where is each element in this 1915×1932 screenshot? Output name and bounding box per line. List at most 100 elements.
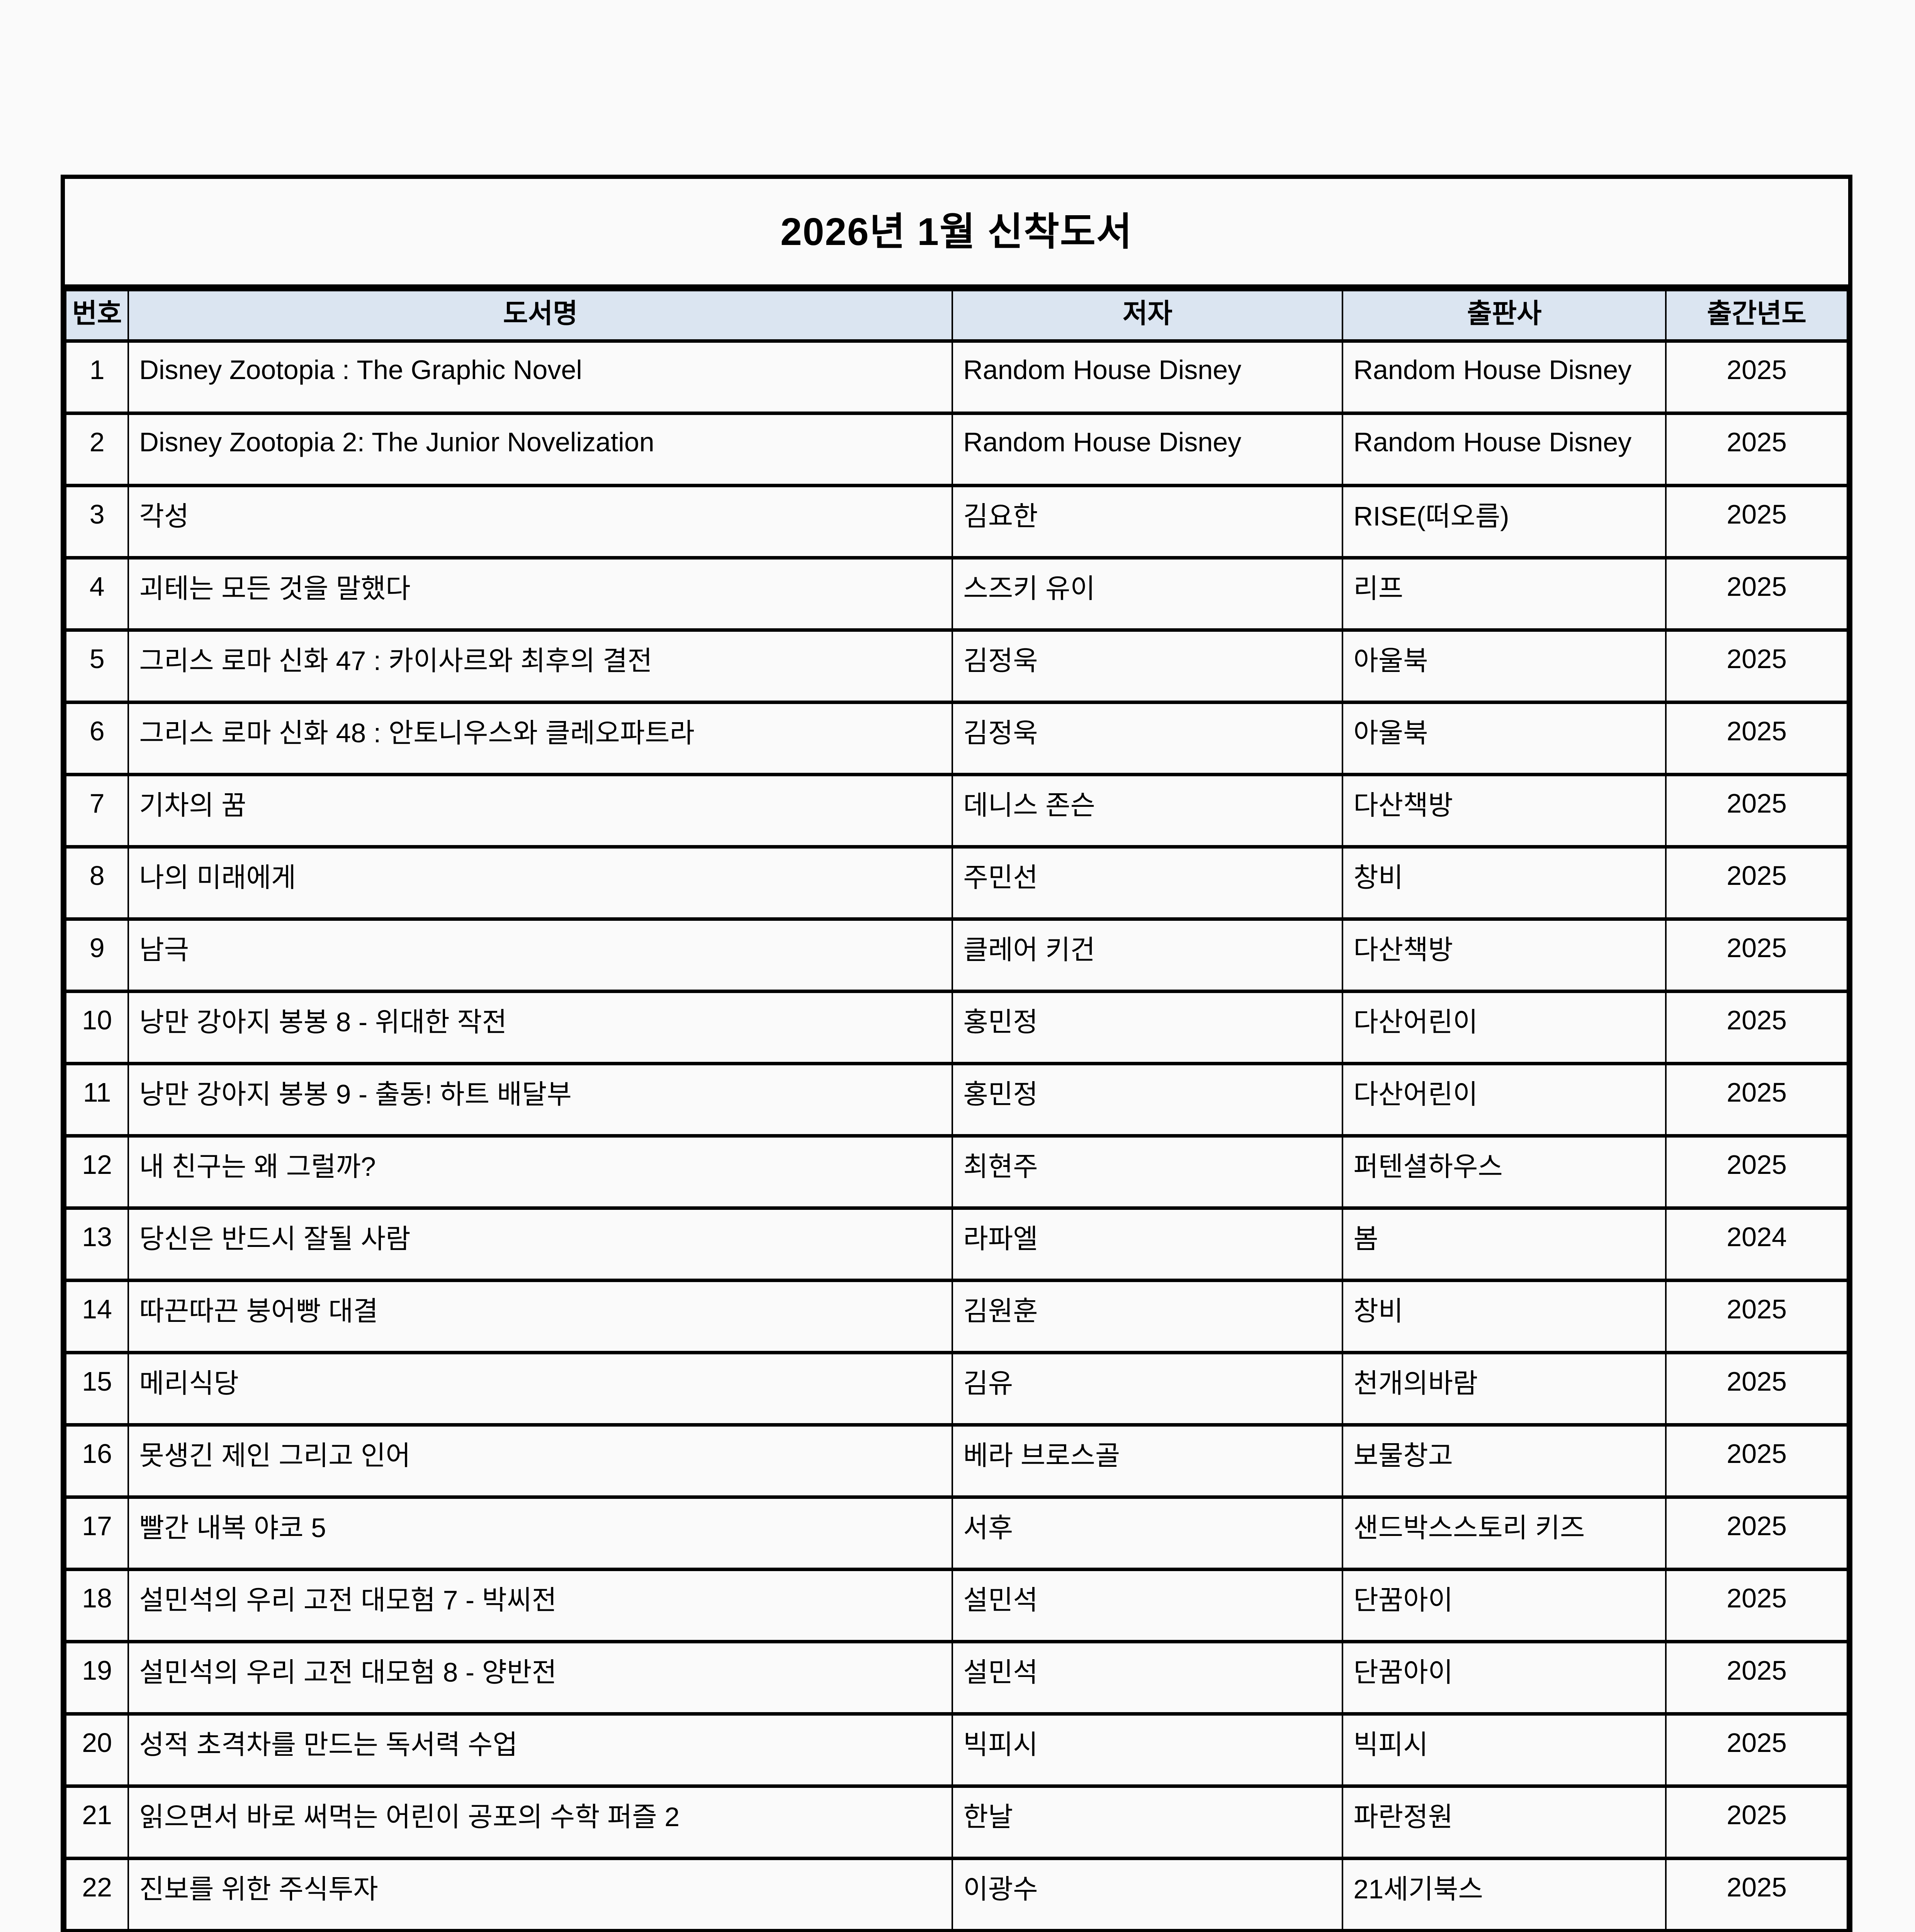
cell-book-title: Disney Zootopia : The Graphic Novel (127, 339, 953, 415)
cell-year: 2024 (1665, 1929, 1848, 1932)
cell-number: 12 (65, 1134, 129, 1210)
cell-number: 3 (65, 484, 129, 560)
cell-number: 20 (65, 1712, 129, 1788)
table-row: 20 성적 초격차를 만드는 독서력 수업 빅피시 빅피시 2025 (65, 1712, 1848, 1788)
cell-number: 22 (65, 1857, 129, 1932)
cell-publisher: 창비 (1342, 845, 1667, 921)
cell-number: 5 (65, 628, 129, 704)
cell-year: 2025 (1665, 1640, 1848, 1716)
cell-year: 2025 (1665, 1062, 1848, 1138)
cell-year: 2025 (1665, 628, 1848, 704)
cell-year: 2025 (1665, 917, 1848, 993)
cell-book-title: 읽으면서 바로 써먹는 어린이 공포의 수학 퍼즐 2 (127, 1784, 953, 1860)
table-row: 9 남극 클레어 키건 다산책방 2025 (65, 917, 1848, 993)
col-header-book-title: 도서명 (127, 288, 953, 343)
cell-year: 2025 (1665, 1495, 1848, 1571)
table-row: 7 기차의 꿈 데니스 존슨 다산책방 2025 (65, 773, 1848, 849)
table-row: 11 낭만 강아지 봉봉 9 - 출동! 하트 배달부 홍민정 다산어린이 20… (65, 1062, 1848, 1138)
cell-year: 2025 (1665, 1351, 1848, 1427)
cell-year: 2025 (1665, 484, 1848, 560)
cell-publisher: 리프 (1342, 556, 1667, 632)
cell-author: 김유 (952, 1351, 1344, 1427)
cell-year: 2025 (1665, 990, 1848, 1065)
cell-publisher: 천개의바람 (1342, 1351, 1667, 1427)
cell-book-title: 당신은 반드시 잘될 사람 (127, 1206, 953, 1282)
cell-number: 14 (65, 1279, 129, 1354)
table-row: 19 설민석의 우리 고전 대모험 8 - 양반전 설민석 단꿈아이 2025 (65, 1640, 1848, 1716)
cell-book-title: 코끼리를 만지면 (127, 1929, 953, 1932)
new-books-table: 번호 도서명 저자 출판사 출간년도 1 Disney Zootopia : T… (65, 288, 1848, 1932)
cell-number: 6 (65, 701, 129, 776)
cell-publisher: 우리학교 (1342, 1929, 1667, 1932)
cell-year: 2025 (1665, 701, 1848, 776)
cell-year: 2025 (1665, 1857, 1848, 1932)
table-row: 17 빨간 내복 야코 5 서후 샌드박스스토리 키즈 2025 (65, 1495, 1848, 1571)
cell-author: 김요한 (952, 484, 1344, 560)
cell-book-title: 남극 (127, 917, 953, 993)
cell-author: 빅피시 (952, 1712, 1344, 1788)
cell-publisher: Random House Disney (1342, 412, 1667, 487)
cell-book-title: 메리식당 (127, 1351, 953, 1427)
cell-publisher: Random House Disney (1342, 339, 1667, 415)
cell-publisher: 아울북 (1342, 701, 1667, 776)
cell-year: 2025 (1665, 1568, 1848, 1643)
cell-author: 데니스 존슨 (952, 773, 1344, 849)
cell-author: 설민석 (952, 1568, 1344, 1643)
cell-publisher: RISE(떠오름) (1342, 484, 1667, 560)
cell-number: 16 (65, 1423, 129, 1499)
cell-author: 서후 (952, 1495, 1344, 1571)
cell-author: 주민선 (952, 845, 1344, 921)
cell-number: 7 (65, 773, 129, 849)
col-header-number: 번호 (65, 288, 129, 343)
table-row: 5 그리스 로마 신화 47 : 카이사르와 최후의 결전 김정욱 아울북 20… (65, 628, 1848, 704)
cell-number: 18 (65, 1568, 129, 1643)
cell-publisher: 아울북 (1342, 628, 1667, 704)
cell-book-title: 설민석의 우리 고전 대모험 8 - 양반전 (127, 1640, 953, 1716)
table-row: 8 나의 미래에게 주민선 창비 2025 (65, 845, 1848, 921)
cell-author: 김정욱 (952, 701, 1344, 776)
cell-book-title: 빨간 내복 야코 5 (127, 1495, 953, 1571)
cell-book-title: 그리스 로마 신화 48 : 안토니우스와 클레오파트라 (127, 701, 953, 776)
cell-publisher: 다산책방 (1342, 917, 1667, 993)
cell-book-title: 진보를 위한 주식투자 (127, 1857, 953, 1932)
cell-book-title: 설민석의 우리 고전 대모험 7 - 박씨전 (127, 1568, 953, 1643)
cell-number: 19 (65, 1640, 129, 1716)
cell-number: 23 (65, 1929, 129, 1932)
table-row: 23 코끼리를 만지면 엄정순 우리학교 2024 (65, 1929, 1848, 1932)
cell-year: 2025 (1665, 1423, 1848, 1499)
page-title: 2026년 1월 신착도서 (780, 210, 1133, 253)
cell-author: Random House Disney (952, 412, 1344, 487)
cell-book-title: 그리스 로마 신화 47 : 카이사르와 최후의 결전 (127, 628, 953, 704)
cell-publisher: 다산책방 (1342, 773, 1667, 849)
col-header-year: 출간년도 (1665, 288, 1848, 343)
table-row: 10 낭만 강아지 봉봉 8 - 위대한 작전 홍민정 다산어린이 2025 (65, 990, 1848, 1065)
cell-publisher: 봄 (1342, 1206, 1667, 1282)
col-header-author: 저자 (952, 288, 1344, 343)
col-header-publisher: 출판사 (1342, 288, 1667, 343)
cell-author: 클레어 키건 (952, 917, 1344, 993)
cell-year: 2025 (1665, 845, 1848, 921)
cell-year: 2025 (1665, 556, 1848, 632)
table-row: 3 각성 김요한 RISE(떠오름) 2025 (65, 484, 1848, 560)
cell-author: 홍민정 (952, 990, 1344, 1065)
cell-author: 베라 브로스골 (952, 1423, 1344, 1499)
cell-year: 2025 (1665, 773, 1848, 849)
table-row: 1 Disney Zootopia : The Graphic Novel Ra… (65, 339, 1848, 415)
cell-year: 2025 (1665, 1279, 1848, 1354)
cell-publisher: 다산어린이 (1342, 1062, 1667, 1138)
table-row: 15 메리식당 김유 천개의바람 2025 (65, 1351, 1848, 1427)
table-row: 22 진보를 위한 주식투자 이광수 21세기북스 2025 (65, 1857, 1848, 1932)
cell-number: 8 (65, 845, 129, 921)
cell-author: 김원훈 (952, 1279, 1344, 1354)
cell-year: 2025 (1665, 412, 1848, 487)
cell-publisher: 단꿈아이 (1342, 1568, 1667, 1643)
title-band: 2026년 1월 신착도서 (65, 179, 1848, 288)
table-row: 18 설민석의 우리 고전 대모험 7 - 박씨전 설민석 단꿈아이 2025 (65, 1568, 1848, 1643)
table-row: 4 괴테는 모든 것을 말했다 스즈키 유이 리프 2025 (65, 556, 1848, 632)
new-books-document: 2026년 1월 신착도서 번호 도서명 저자 출판사 출간년도 1 Disne… (61, 175, 1852, 1932)
cell-book-title: 낭만 강아지 봉봉 8 - 위대한 작전 (127, 990, 953, 1065)
table-row: 6 그리스 로마 신화 48 : 안토니우스와 클레오파트라 김정욱 아울북 2… (65, 701, 1848, 776)
cell-year: 2025 (1665, 1134, 1848, 1210)
cell-author: 스즈키 유이 (952, 556, 1344, 632)
cell-number: 10 (65, 990, 129, 1065)
